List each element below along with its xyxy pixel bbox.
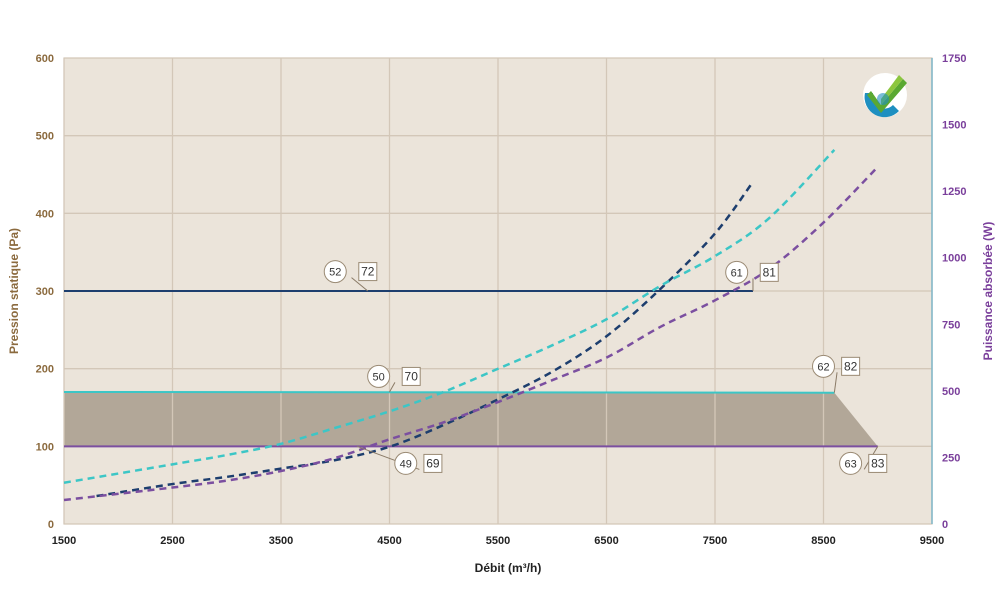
operating-point-label: 61 81 <box>725 260 779 291</box>
label-box-value: 69 <box>426 456 440 470</box>
y-left-tick-label: 500 <box>36 131 54 143</box>
y-right-tick-label: 1250 <box>942 186 966 198</box>
operating-point-label: 52 72 <box>323 260 378 292</box>
operating-zone <box>64 391 878 447</box>
certification-logo <box>863 73 907 118</box>
label-box-value: 83 <box>871 456 885 470</box>
operating-point-labels: 52 72 61 81 50 70 62 82 49 69 63 83 <box>323 260 888 475</box>
label-circle <box>725 260 749 284</box>
y-right-tick-label: 1750 <box>942 53 966 65</box>
label-circle <box>394 451 418 475</box>
x-tick-label: 9500 <box>920 535 944 547</box>
x-tick-label: 5500 <box>486 535 510 547</box>
label-circle-value: 63 <box>845 458 857 470</box>
power-curve-4 <box>63 149 836 484</box>
y-right-tick-label: 0 <box>942 519 948 531</box>
x-tick-label: 7500 <box>703 535 727 547</box>
label-leader <box>389 382 396 393</box>
label-box <box>401 366 421 386</box>
y-right-tick-label: 1000 <box>942 253 966 265</box>
label-circle-value: 52 <box>329 267 341 279</box>
label-box <box>759 262 779 282</box>
y-left-tick-label: 300 <box>36 286 54 298</box>
label-circle-value: 50 <box>373 371 385 383</box>
label-circle <box>839 451 863 475</box>
y-left-tick-label: 200 <box>36 364 54 376</box>
label-circle <box>367 364 391 388</box>
y-left-tick-label: 600 <box>36 53 54 65</box>
y-left-tick-label: 400 <box>36 208 54 220</box>
x-tick-label: 2500 <box>160 535 184 547</box>
power-curve-3 <box>96 181 754 498</box>
label-circle-value: 61 <box>731 267 743 279</box>
label-box-value: 72 <box>361 265 375 279</box>
label-box-value: 81 <box>763 265 777 279</box>
y-right-tick-label: 500 <box>942 386 960 398</box>
x-tick-label: 6500 <box>594 535 618 547</box>
x-tick-label: 3500 <box>269 535 293 547</box>
power-curve-5 <box>63 166 879 502</box>
label-circle <box>323 260 347 284</box>
label-box-value: 82 <box>844 359 858 373</box>
label-box-value: 70 <box>405 369 419 383</box>
label-circle <box>812 354 835 378</box>
operating-point-label: 49 69 <box>356 445 443 475</box>
series-layer <box>63 149 879 502</box>
operating-point-label: 50 70 <box>367 364 421 393</box>
label-box <box>841 356 861 376</box>
pressure-line-1 <box>63 390 835 394</box>
y-left-tick-label: 100 <box>36 441 54 453</box>
label-leader <box>351 277 369 292</box>
y-left-tick-label: 0 <box>48 519 54 531</box>
x-tick-label: 8500 <box>811 535 835 547</box>
label-circle-value: 62 <box>817 361 829 373</box>
operating-point-label: 63 83 <box>839 446 888 475</box>
label-box <box>423 453 443 473</box>
label-leader <box>833 372 838 393</box>
axis-ticks: 1500 2500 3500 4500 5500 6500 7500 8500 95000100… <box>36 53 967 547</box>
label-box <box>358 262 378 282</box>
label-circle-value: 49 <box>400 458 412 470</box>
y-right-tick-label: 1500 <box>942 120 966 132</box>
y-right-axis-title: Puissance absorbée (W) <box>981 222 995 361</box>
y-right-tick-label: 750 <box>942 319 960 331</box>
operating-point-label: 62 82 <box>812 354 861 393</box>
x-tick-label: 4500 <box>377 535 401 547</box>
label-box <box>868 453 888 473</box>
y-left-axis-title: Pression statique (Pa) <box>7 228 21 354</box>
y-right-tick-label: 250 <box>942 452 960 464</box>
x-tick-label: 1500 <box>52 535 76 547</box>
x-axis-title: Débit (m³/h) <box>475 561 542 575</box>
